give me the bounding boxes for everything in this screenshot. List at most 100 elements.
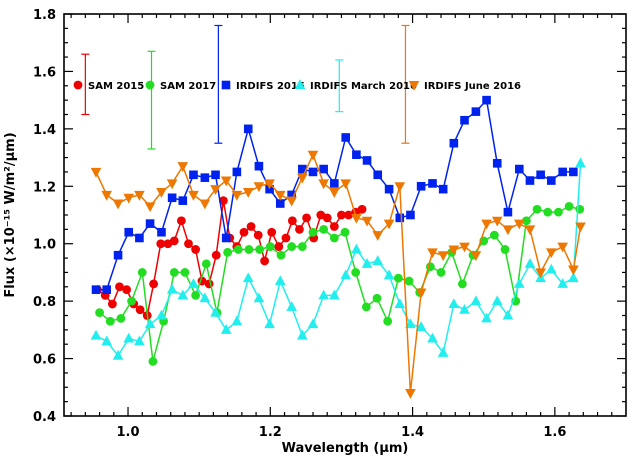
data-point: [362, 156, 372, 165]
data-point: [191, 245, 201, 254]
data-point: [297, 329, 308, 340]
data-point: [188, 190, 199, 201]
data-point: [319, 164, 328, 174]
data-point: [372, 231, 384, 241]
legend-item: IRDIFS June 2016: [408, 81, 521, 92]
data-point: [220, 324, 232, 334]
data-point: [156, 309, 167, 320]
data-point: [568, 265, 579, 276]
data-point: [200, 173, 210, 182]
data-point: [178, 196, 188, 205]
data-point: [448, 298, 460, 309]
data-point: [149, 279, 159, 289]
data-point: [232, 167, 242, 177]
error-bar: [214, 24, 223, 144]
data-point: [242, 188, 254, 198]
data-point: [105, 316, 115, 326]
data-point: [253, 230, 263, 240]
error-bar: [147, 50, 156, 150]
error-bar: [81, 53, 90, 116]
data-series: [90, 95, 586, 399]
legend-label: SAM 2017: [160, 81, 216, 92]
data-point: [318, 179, 329, 190]
data-point: [276, 250, 286, 260]
data-point: [383, 269, 395, 280]
data-point: [525, 176, 535, 185]
data-point: [514, 164, 524, 174]
y-tick-label: 1.6: [33, 65, 56, 80]
data-point: [265, 242, 275, 251]
legend-marker: [145, 80, 155, 90]
data-point: [135, 305, 145, 315]
y-tick-label: 1.0: [33, 238, 56, 253]
data-point: [156, 239, 166, 249]
data-point: [330, 179, 339, 188]
data-point: [204, 279, 214, 289]
data-point: [437, 347, 449, 357]
data-point: [470, 295, 482, 306]
legend-label: SAM 2015: [88, 81, 144, 92]
data-point: [308, 167, 318, 177]
data-point: [491, 295, 503, 306]
data-point: [436, 268, 446, 277]
data-point: [134, 190, 145, 201]
data-point: [513, 219, 525, 230]
y-axis-title: Flux (×10⁻¹⁵ W/m²/µm): [3, 132, 18, 297]
data-point: [481, 312, 492, 323]
data-point: [383, 316, 393, 326]
y-tick-label: 0.4: [33, 410, 56, 425]
legend-marker: [73, 80, 83, 90]
data-point: [322, 213, 332, 223]
error-bar: [335, 59, 344, 113]
data-point: [169, 236, 179, 246]
data-point: [287, 190, 296, 200]
data-point: [457, 279, 467, 289]
data-point: [575, 204, 585, 214]
data-point: [383, 219, 395, 230]
data-point: [298, 164, 307, 174]
data-point: [428, 179, 437, 188]
data-point: [260, 256, 270, 266]
legend-marker: [408, 81, 420, 91]
data-point: [575, 222, 586, 233]
legend-label: IRDIFS March 2016: [310, 81, 417, 92]
data-point: [239, 227, 249, 237]
data-point: [297, 242, 307, 251]
data-point: [459, 242, 470, 253]
legend-item: SAM 2017: [145, 80, 216, 92]
legend-label: IRDIFS 2015: [236, 81, 305, 92]
data-point: [406, 210, 415, 220]
data-point: [329, 289, 340, 300]
data-point: [112, 349, 124, 360]
data-point: [95, 308, 104, 318]
axes: 1.0 1.2 1.4 1.6 0.4 0.6 0.8 1.0 1.2 1.4 1.6 1.8: [33, 8, 627, 440]
data-point: [255, 245, 265, 254]
data-point: [221, 233, 231, 243]
data-point: [231, 190, 243, 201]
data-point: [532, 204, 542, 214]
data-point: [122, 285, 132, 295]
data-point: [491, 216, 503, 227]
data-point: [471, 107, 481, 116]
data-point: [210, 185, 221, 195]
data-point: [90, 167, 102, 178]
data-point: [482, 95, 491, 105]
data-point: [184, 239, 193, 249]
data-point: [351, 268, 361, 277]
data-point: [449, 138, 459, 148]
data-point: [274, 190, 286, 201]
data-point: [405, 318, 416, 329]
data-point: [575, 157, 586, 168]
data-point: [547, 176, 556, 185]
data-point: [297, 173, 308, 184]
data-point: [460, 115, 469, 125]
data-point: [524, 225, 536, 236]
data-point: [166, 283, 178, 294]
data-point: [148, 357, 158, 366]
data-point: [220, 176, 232, 187]
data-point: [169, 268, 179, 277]
data-point: [554, 207, 563, 217]
data-point: [253, 292, 265, 303]
data-point: [536, 170, 545, 180]
data-point: [145, 219, 155, 228]
